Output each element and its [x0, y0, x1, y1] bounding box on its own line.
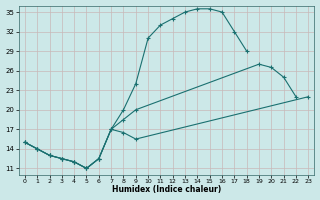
X-axis label: Humidex (Indice chaleur): Humidex (Indice chaleur): [112, 185, 221, 194]
